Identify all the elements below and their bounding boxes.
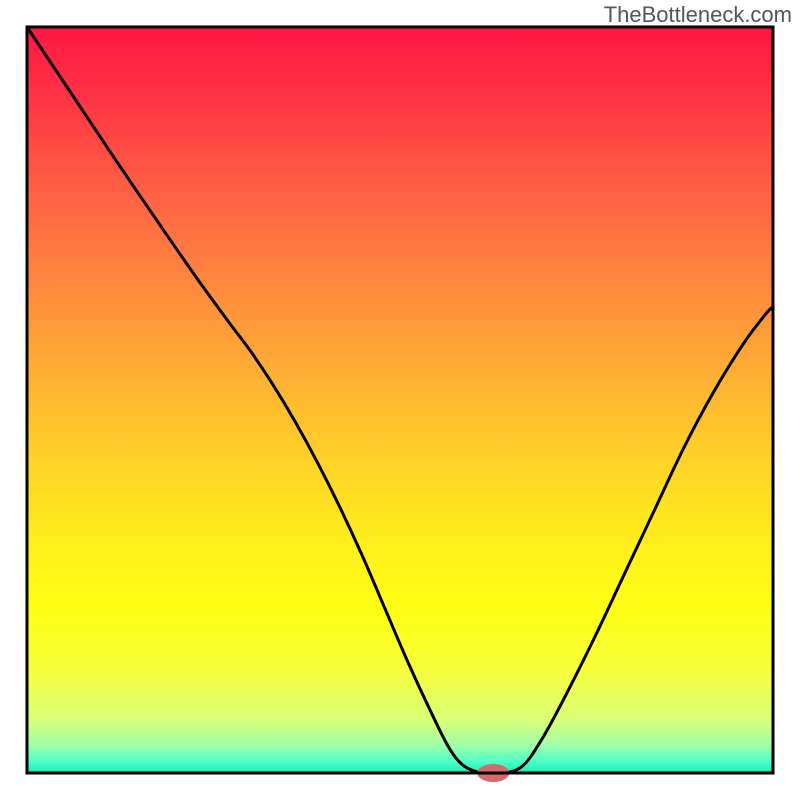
gradient-background (27, 27, 773, 773)
bottleneck-chart (0, 0, 800, 800)
watermark-text: TheBottleneck.com (604, 2, 792, 28)
